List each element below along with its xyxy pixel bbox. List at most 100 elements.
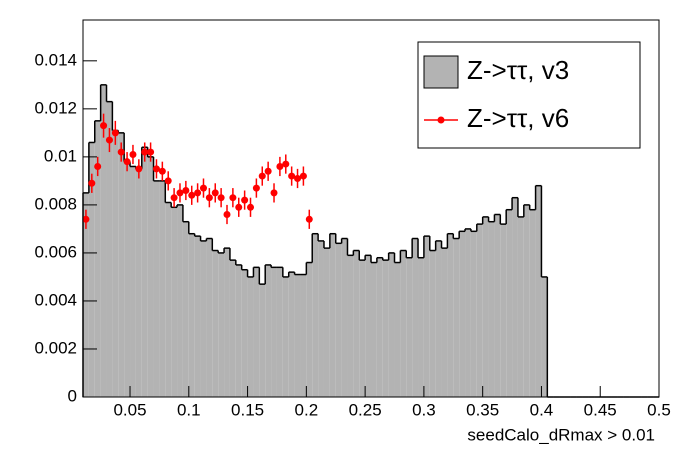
point: [129, 150, 137, 158]
bar: [112, 130, 119, 397]
bar: [388, 252, 395, 397]
bar: [488, 221, 495, 397]
bar: [406, 257, 413, 397]
bar: [177, 204, 183, 397]
bar: [118, 132, 125, 398]
bar: [447, 233, 454, 397]
bar: [218, 252, 225, 397]
point: [94, 162, 102, 170]
bar: [365, 255, 371, 397]
bar: [318, 240, 324, 397]
bar: [500, 224, 507, 397]
bar: [265, 264, 272, 397]
x-tick-label: 0.5: [647, 400, 671, 419]
point: [264, 167, 272, 175]
point: [105, 136, 113, 144]
point: [223, 211, 231, 219]
bar: [453, 238, 460, 397]
bar: [323, 248, 330, 397]
x-tick-label: 0.45: [584, 400, 617, 419]
bar: [418, 257, 424, 397]
y-tick-label: 0.004: [34, 290, 77, 309]
point: [147, 148, 155, 156]
bar: [371, 262, 377, 397]
bar: [429, 250, 436, 397]
bar: [276, 267, 283, 397]
bar: [124, 161, 131, 397]
bar: [312, 233, 319, 397]
bar: [288, 272, 295, 397]
bar: [259, 284, 266, 397]
bar: [394, 262, 401, 397]
y-tick-label: 0.006: [34, 242, 77, 261]
bar: [512, 197, 518, 397]
x-tick-label: 0.35: [466, 400, 499, 419]
bar: [188, 233, 195, 397]
bar: [494, 214, 501, 397]
bar: [135, 168, 142, 397]
bar: [335, 243, 342, 397]
y-tick-label: 0.01: [44, 146, 77, 165]
bar: [423, 236, 430, 397]
y-tick-label: 0.002: [34, 338, 77, 357]
point: [88, 179, 96, 187]
bar: [341, 238, 348, 397]
point: [241, 196, 249, 204]
point: [217, 194, 225, 202]
point: [247, 203, 255, 211]
point: [100, 122, 108, 130]
x-tick-label: 0.15: [231, 400, 264, 419]
point: [258, 172, 266, 180]
point: [117, 148, 125, 156]
bar: [382, 260, 389, 397]
y-tick-label: 0: [68, 386, 77, 405]
point: [252, 184, 260, 192]
point: [188, 191, 196, 199]
bar: [106, 101, 113, 397]
point: [111, 129, 119, 137]
x-tick-label: 0.25: [349, 400, 382, 419]
point: [176, 189, 184, 197]
bar: [359, 260, 366, 397]
bar: [194, 236, 201, 397]
legend-marker: [437, 116, 445, 124]
x-tick-label: 0.1: [177, 400, 201, 419]
bar: [435, 240, 442, 397]
bar: [476, 224, 483, 397]
bar: [271, 267, 277, 397]
point: [135, 165, 143, 173]
x-tick-label: 0.05: [113, 400, 146, 419]
y-tick-label: 0.014: [34, 50, 77, 69]
bar: [441, 248, 448, 397]
bar: [294, 274, 301, 397]
point: [164, 177, 172, 185]
bar: [206, 238, 213, 397]
point: [288, 172, 296, 180]
point: [152, 165, 160, 173]
frame: [82, 19, 660, 398]
legend-swatch: [423, 55, 459, 89]
bar: [353, 250, 360, 397]
bar: [329, 233, 336, 397]
bar: [529, 209, 536, 397]
bar: [400, 250, 407, 397]
point: [205, 194, 213, 202]
bar: [83, 192, 89, 397]
bar: [94, 120, 101, 397]
bar: [541, 276, 548, 397]
y-tick-label: 0.012: [34, 98, 77, 117]
legend-label: Z->ττ, v3: [467, 55, 569, 85]
bar: [88, 142, 95, 397]
point: [158, 167, 166, 175]
y-tick-label: 0.008: [34, 194, 77, 213]
bar: [141, 147, 148, 397]
point: [170, 194, 178, 202]
bar: [535, 185, 542, 397]
point: [235, 203, 243, 211]
bar: [130, 166, 136, 397]
bar: [165, 202, 172, 397]
bar: [159, 180, 166, 397]
point: [305, 215, 313, 223]
point: [270, 189, 278, 197]
legend-label: Z->ττ, v6: [467, 103, 569, 133]
